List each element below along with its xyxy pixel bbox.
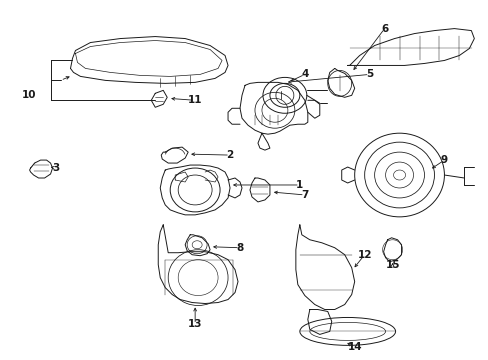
Text: 13: 13 <box>187 319 202 329</box>
Text: 2: 2 <box>226 150 233 160</box>
Text: 6: 6 <box>380 24 387 33</box>
Text: 14: 14 <box>346 342 361 352</box>
Text: 10: 10 <box>21 90 36 100</box>
Text: 15: 15 <box>385 260 399 270</box>
Text: 12: 12 <box>357 250 371 260</box>
Text: 9: 9 <box>440 155 447 165</box>
Text: 1: 1 <box>296 180 303 190</box>
Text: 7: 7 <box>301 190 308 200</box>
Text: 3: 3 <box>52 163 59 173</box>
Text: 11: 11 <box>187 95 202 105</box>
Text: 8: 8 <box>236 243 243 253</box>
Text: 5: 5 <box>366 69 372 80</box>
Text: 4: 4 <box>301 69 308 80</box>
